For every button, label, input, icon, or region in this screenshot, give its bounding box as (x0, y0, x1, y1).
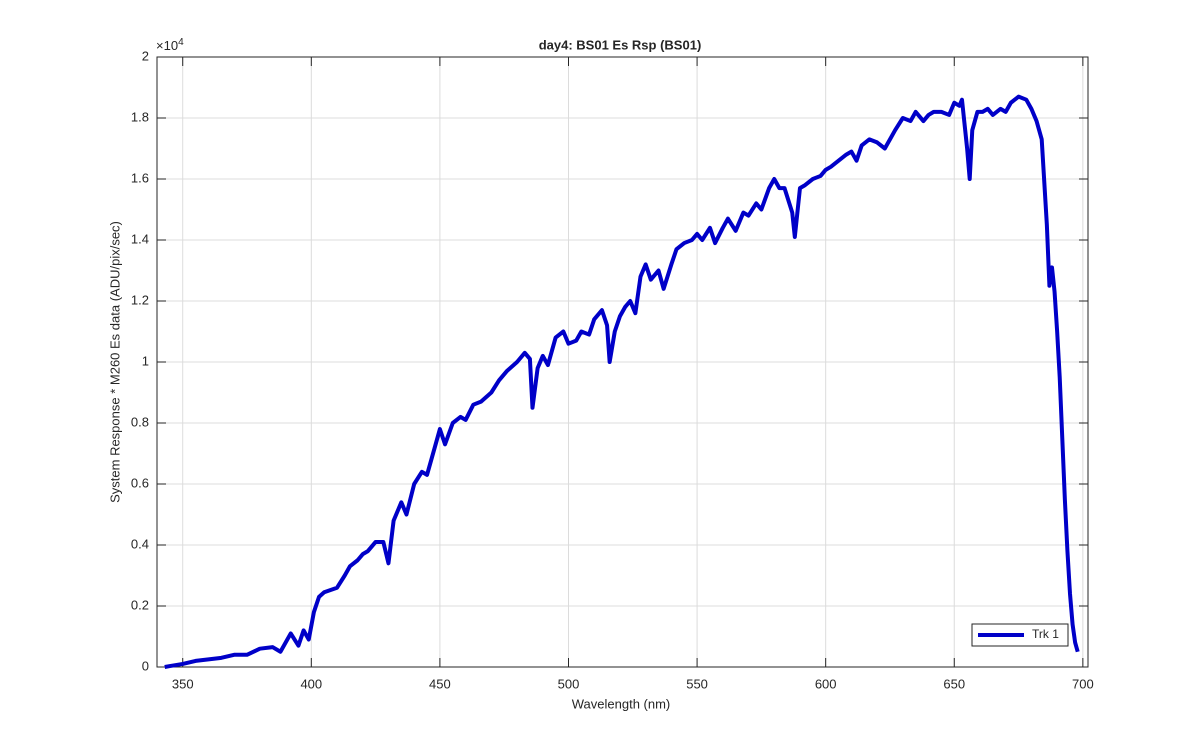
x-tick-label: 550 (686, 676, 708, 691)
y-tick-label: 1.6 (131, 170, 149, 185)
y-tick-label: 1.2 (131, 292, 149, 307)
x-tick-label: 600 (815, 676, 837, 691)
x-tick-label: 500 (558, 676, 580, 691)
y-tick-label: 2 (142, 48, 149, 63)
chart-title: day4: BS01 Es Rsp (BS01) (539, 37, 702, 52)
plot-frame (156, 56, 1089, 668)
y-tick-label: 0.8 (131, 414, 149, 429)
x-tick-label: 400 (300, 676, 322, 691)
y-tick-label: 0.2 (131, 597, 149, 612)
y-tick-label: 0 (142, 658, 149, 673)
y-tick-label: 1.8 (131, 109, 149, 124)
exponent-power: 4 (178, 37, 184, 48)
y-tick-label: 0.6 (131, 475, 149, 490)
x-tick-label: 650 (943, 676, 965, 691)
legend-label: Trk 1 (1032, 627, 1059, 641)
x-tick-label: 700 (1072, 676, 1094, 691)
y-axis-label: System Response * M260 Es data (ADU/pix/… (107, 221, 122, 503)
y-tick-label: 1 (142, 353, 149, 368)
x-tick-label: 350 (172, 676, 194, 691)
y-exponent: ×104 (156, 37, 184, 54)
x-axis-label: Wavelength (nm) (572, 696, 671, 711)
data-line (164, 94, 1080, 669)
exponent-base: ×10 (156, 38, 178, 53)
y-tick-label: 0.4 (131, 536, 149, 551)
y-tick-label: 1.4 (131, 231, 149, 246)
x-tick-label: 450 (429, 676, 451, 691)
